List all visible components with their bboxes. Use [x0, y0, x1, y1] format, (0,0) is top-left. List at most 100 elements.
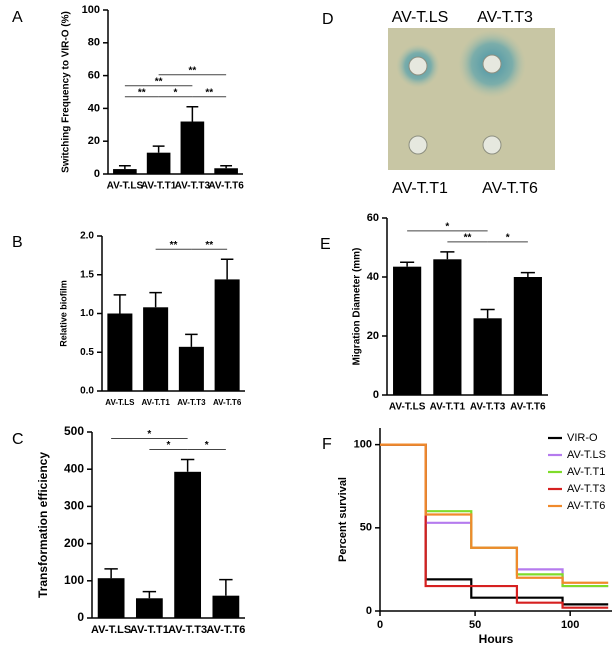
x-tick-label: AV-T.T6	[510, 402, 546, 413]
y-axis-label: Percent survival	[337, 477, 349, 562]
significance-label: **	[155, 76, 163, 87]
error-bar	[104, 568, 118, 579]
x-tick-label: AV-T.T1	[141, 398, 170, 407]
legend-label: AV-T.T3	[567, 483, 605, 495]
bar	[97, 578, 125, 618]
error-bar	[118, 165, 131, 170]
colony	[408, 135, 428, 155]
significance-label: *	[167, 440, 171, 451]
legend-label: VIR-O	[567, 432, 598, 444]
x-tick-label: 50	[469, 619, 481, 631]
colony	[482, 54, 502, 74]
error-bar	[186, 106, 199, 122]
y-tick-label: 0	[77, 610, 84, 624]
bar	[113, 169, 137, 174]
bar	[143, 307, 169, 391]
x-tick-label: AV-T.T3	[175, 181, 211, 192]
significance-label: *	[147, 429, 151, 440]
panel-letter: E	[320, 236, 331, 253]
bar	[107, 313, 133, 391]
y-tick-label: 100	[82, 4, 100, 16]
y-tick-label: 200	[64, 536, 84, 550]
y-tick-label: 0	[373, 389, 379, 401]
y-tick-label: 100	[354, 439, 372, 451]
y-axis-label: Migration Diameter (mm)	[352, 248, 363, 366]
x-tick-label: AV-T.LS	[107, 181, 144, 192]
bar	[146, 152, 171, 174]
panel-letter: C	[12, 431, 24, 448]
y-tick-label: 300	[64, 499, 84, 513]
y-tick-label: 500	[64, 424, 84, 438]
error-bar	[480, 308, 495, 319]
panel-letter: F	[322, 436, 332, 453]
significance-label: **	[205, 240, 213, 251]
y-axis-label: Relative biofilm	[58, 280, 68, 347]
plate-image	[388, 28, 555, 170]
y-tick-label: 40	[367, 271, 379, 283]
significance-label: *	[205, 440, 209, 451]
y-tick-label: 0	[366, 605, 372, 617]
plate-label: AV-T.T3	[477, 9, 533, 26]
significance-label: *	[445, 222, 449, 233]
legend-label: AV-T.LS	[567, 449, 606, 461]
error-bar	[113, 294, 127, 314]
legend-label: AV-T.T6	[567, 500, 605, 512]
x-tick-label: AV-T.T6	[213, 398, 242, 407]
x-tick-label: AV-T.T6	[206, 624, 245, 636]
y-tick-label: 60	[88, 70, 100, 82]
y-tick-label: 60	[367, 212, 379, 224]
significance-label: *	[174, 87, 178, 98]
bar	[214, 279, 240, 391]
x-tick-label: AV-T.T3	[470, 402, 506, 413]
x-tick-label: AV-T.T1	[130, 624, 169, 636]
significance-label: *	[506, 233, 510, 244]
x-tick-label: AV-T.LS	[91, 624, 131, 636]
y-tick-label: 0	[94, 168, 100, 180]
x-tick-label: AV-T.T1	[430, 402, 466, 413]
y-tick-label: 0.5	[80, 347, 94, 358]
panel-letter: D	[322, 11, 334, 28]
x-tick-label: AV-T.T3	[177, 398, 206, 407]
significance-label: **	[205, 87, 213, 98]
bar	[178, 346, 204, 391]
significance-label: **	[464, 233, 472, 244]
significance-label: **	[170, 240, 178, 251]
bar	[212, 595, 240, 618]
error-bar	[180, 458, 195, 472]
error-bar	[220, 165, 233, 169]
panel-letter: B	[12, 234, 23, 251]
bar	[174, 471, 202, 618]
error-bar	[400, 261, 415, 267]
x-tick-label: AV-T.T6	[208, 181, 244, 192]
error-bar	[152, 145, 165, 153]
bar	[135, 598, 163, 618]
legend-label: AV-T.T1	[567, 466, 605, 478]
y-tick-label: 80	[88, 37, 100, 49]
plate-label: AV-T.T1	[392, 180, 448, 197]
colony	[408, 56, 428, 76]
bar	[214, 168, 238, 174]
error-bar	[185, 333, 198, 347]
error-bar	[440, 251, 455, 260]
bar	[433, 259, 462, 395]
y-axis-label: Switching Frequency to VIR-O (%)	[61, 11, 72, 173]
y-tick-label: 20	[367, 330, 379, 342]
x-axis-label: Hours	[479, 632, 514, 646]
y-tick-label: 40	[88, 102, 100, 114]
y-tick-label: 1.5	[80, 269, 94, 280]
y-tick-label: 1.0	[80, 308, 94, 319]
x-tick-label: AV-T.T1	[141, 181, 177, 192]
y-tick-label: 400	[64, 461, 84, 475]
y-axis-label: Transformation efficiency	[36, 452, 50, 598]
x-tick-label: AV-T.LS	[105, 398, 135, 407]
y-tick-label: 100	[64, 573, 84, 587]
error-bar	[220, 258, 234, 280]
panel-letter: A	[12, 9, 23, 26]
plate-label: AV-T.T6	[482, 180, 538, 197]
y-tick-label: 50	[360, 522, 372, 534]
error-bar	[520, 271, 535, 277]
y-tick-label: 20	[88, 135, 100, 147]
significance-label: **	[138, 87, 146, 98]
colony	[482, 135, 502, 155]
